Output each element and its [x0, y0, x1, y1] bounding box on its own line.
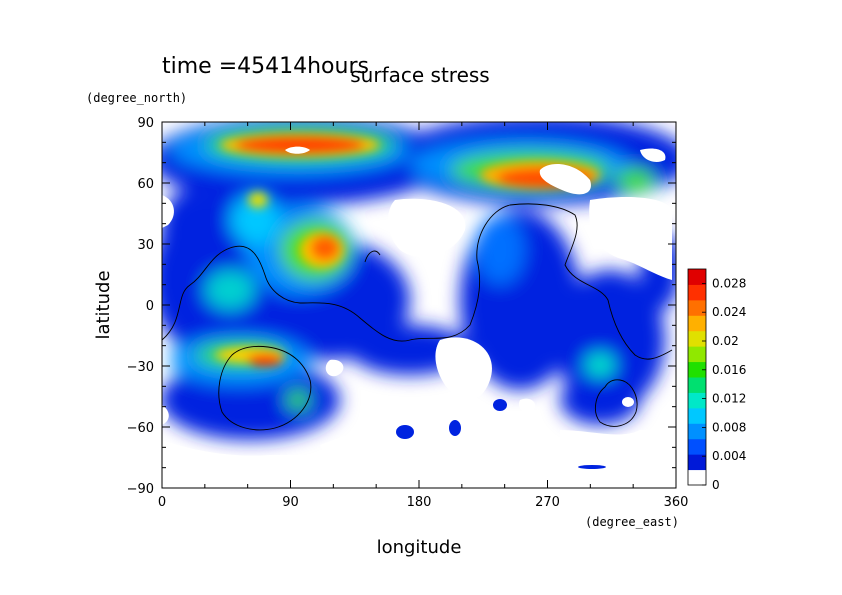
x-tick-label: 360 [664, 495, 689, 510]
colorbar-tick-label: 0.024 [712, 305, 746, 319]
y-tick-label: −30 [127, 360, 154, 375]
y-unit-label: (degree_north) [86, 91, 187, 105]
colorbar-frame [687, 268, 707, 486]
colorbar-segment [688, 346, 706, 363]
colorbar-tick-label: 0.012 [712, 392, 746, 406]
x-axis-label: longitude [377, 537, 462, 558]
x-tick-label: 270 [535, 495, 560, 510]
colorbar-segment [688, 454, 706, 471]
y-tick-label: −60 [127, 421, 154, 436]
colorbar-tick-label: 0 [712, 478, 720, 492]
colorbar-segment [688, 438, 706, 455]
field-low-regions [162, 146, 672, 488]
colorbar-tick-label: 0.02 [712, 334, 739, 348]
y-tick-label: 90 [137, 116, 154, 131]
y-tick-label: 0 [146, 299, 154, 314]
stress-field [162, 122, 676, 488]
x-unit-label: (degree_east) [585, 515, 679, 529]
y-axis-ticks [162, 121, 676, 489]
y-tick-label: −90 [127, 482, 154, 497]
field-hot-layer [215, 133, 600, 366]
colorbar-segment [688, 315, 706, 332]
coastlines [162, 203, 673, 431]
y-tick-label: 30 [137, 238, 154, 253]
colorbar [688, 269, 706, 486]
colorbar-segment [688, 423, 706, 440]
colorbar-tick-label: 0.016 [712, 363, 746, 377]
colorbar-segment [688, 284, 706, 301]
field-base-layer [162, 122, 676, 440]
x-tick-label: 0 [158, 495, 166, 510]
colorbar-segment [688, 269, 706, 285]
colorbar-segment [688, 330, 706, 347]
x-axis-ticks [161, 122, 677, 488]
colorbar-segment [688, 392, 706, 409]
colorbar-tick-label: 0.004 [712, 449, 746, 463]
colorbar-tick-labels: 0 0.004 0.008 0.012 0.016 0.02 0.024 0.028 [712, 276, 746, 492]
colorbar-segment [688, 361, 706, 378]
x-axis-tick-labels: 0 90 180 270 360 [158, 495, 689, 510]
x-tick-label: 90 [282, 495, 299, 510]
colorbar-segment [688, 299, 706, 316]
field-isolated-patches [396, 397, 634, 469]
colorbar-segment [688, 469, 706, 486]
colorbar-segment [688, 407, 706, 424]
colorbar-tick-label: 0.008 [712, 420, 746, 434]
y-axis-label: latitude [93, 270, 114, 339]
y-tick-label: 60 [137, 177, 154, 192]
colorbar-segment [688, 377, 706, 393]
y-axis-tick-labels: −90 −60 −30 0 30 60 90 [127, 116, 154, 497]
time-label: time =45414hours [162, 54, 369, 79]
x-tick-label: 180 [407, 495, 432, 510]
chart-title: surface stress [350, 63, 489, 87]
colorbar-tick-label: 0.028 [712, 276, 746, 290]
